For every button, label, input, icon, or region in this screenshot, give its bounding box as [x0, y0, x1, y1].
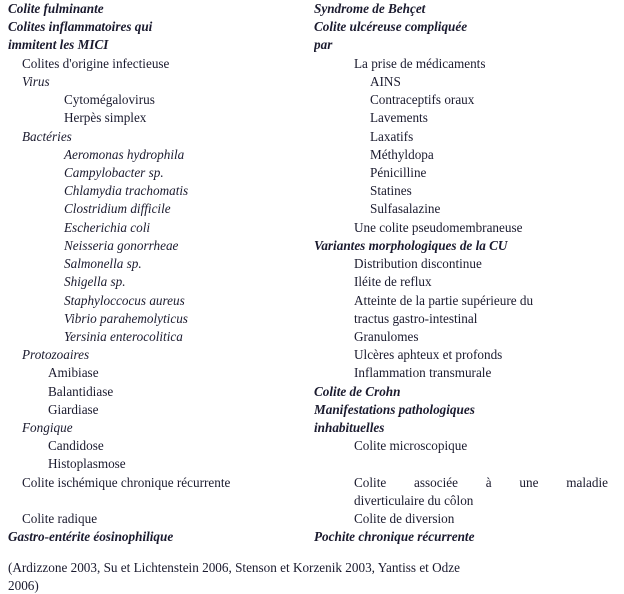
- heading: Gastro-entérite éosinophilique: [8, 528, 310, 546]
- heading: Colites inflammatoires qui: [8, 18, 310, 36]
- heading: Syndrome de Behçet: [314, 0, 616, 18]
- list-item: Amibiase: [8, 364, 310, 382]
- list-subheading: Protozoaires: [8, 346, 310, 364]
- list-item: Inflammation transmurale: [314, 364, 616, 382]
- list-item: Escherichia coli: [8, 219, 310, 237]
- list-item: Méthyldopa: [314, 146, 616, 164]
- list-item: Herpès simplex: [8, 109, 310, 127]
- word: une: [519, 474, 538, 492]
- heading: Colite de Crohn: [314, 383, 616, 401]
- heading: Variantes morphologiques de la CU: [314, 237, 616, 255]
- list-item: Pénicilline: [314, 164, 616, 182]
- list-item-justified: Colite associée à une maladie: [314, 474, 616, 492]
- list-item: Colite radique: [8, 510, 310, 528]
- left-column: Colite fulminante Colites inflammatoires…: [8, 0, 310, 558]
- list-item: Sulfasalazine: [314, 200, 616, 218]
- list-item: Granulomes: [314, 328, 616, 346]
- word: maladie: [566, 474, 608, 492]
- list-item: Atteinte de la partie supérieure du: [314, 292, 616, 310]
- list-item: Vibrio parahemolyticus: [8, 310, 310, 328]
- list-item: Colites d'origine infectieuse: [8, 55, 310, 73]
- list-item: Laxatifs: [314, 128, 616, 146]
- heading: Manifestations pathologiques: [314, 401, 616, 419]
- list-item: Balantidiase: [8, 383, 310, 401]
- two-column-layout: Colite fulminante Colites inflammatoires…: [8, 0, 616, 558]
- list-item: Campylobacter sp.: [8, 164, 310, 182]
- list-item: AINS: [314, 73, 616, 91]
- list-item: Candidose: [8, 437, 310, 455]
- list-item: Une colite pseudomembraneuse: [314, 219, 616, 237]
- list-item: Aeromonas hydrophila: [8, 146, 310, 164]
- list-item: Lavements: [314, 109, 616, 127]
- list-subheading: Virus: [8, 73, 310, 91]
- list-item: Histoplasmose: [8, 455, 310, 473]
- heading: Colite fulminante: [8, 0, 310, 18]
- list-item: Clostridium difficile: [8, 200, 310, 218]
- list-item: Salmonella sp.: [8, 255, 310, 273]
- list-item: Colite ischémique chronique récurrente: [8, 474, 310, 492]
- list-item: Distribution discontinue: [314, 255, 616, 273]
- list-item: Ulcères aphteux et profonds: [314, 346, 616, 364]
- list-item: Giardiase: [8, 401, 310, 419]
- list-item: diverticulaire du côlon: [314, 492, 616, 510]
- word: associée: [414, 474, 458, 492]
- right-column: Syndrome de Behçet Colite ulcéreuse comp…: [314, 0, 616, 558]
- heading: inhabituelles: [314, 419, 616, 437]
- list-item: Iléite de reflux: [314, 273, 616, 291]
- list-subheading: Fongique: [8, 419, 310, 437]
- list-item: Cytomégalovirus: [8, 91, 310, 109]
- document-page: { "colors": { "text": "#1a1a2e", "backgr…: [0, 0, 624, 588]
- list-item: Shigella sp.: [8, 273, 310, 291]
- spacer: [314, 455, 616, 473]
- list-item: Colite microscopique: [314, 437, 616, 455]
- word: Colite: [354, 474, 386, 492]
- list-item: Statines: [314, 182, 616, 200]
- heading: Colite ulcéreuse compliquée: [314, 18, 616, 36]
- heading: Pochite chronique récurrente: [314, 528, 616, 546]
- list-item: Staphyloccocus aureus: [8, 292, 310, 310]
- list-item: Colite de diversion: [314, 510, 616, 528]
- citation-line: (Ardizzone 2003, Su et Lichtenstein 2006…: [8, 558, 616, 576]
- spacer: [8, 492, 310, 510]
- list-item: La prise de médicaments: [314, 55, 616, 73]
- list-subheading: Bactéries: [8, 128, 310, 146]
- list-item: Chlamydia trachomatis: [8, 182, 310, 200]
- list-item: tractus gastro-intestinal: [314, 310, 616, 328]
- list-item: Neisseria gonorrheae: [8, 237, 310, 255]
- list-item: Contraceptifs oraux: [314, 91, 616, 109]
- heading: immitent les MICI: [8, 36, 310, 54]
- list-item: Yersinia enterocolitica: [8, 328, 310, 346]
- heading: par: [314, 36, 616, 54]
- citation-line: 2006): [8, 576, 616, 594]
- word: à: [486, 474, 492, 492]
